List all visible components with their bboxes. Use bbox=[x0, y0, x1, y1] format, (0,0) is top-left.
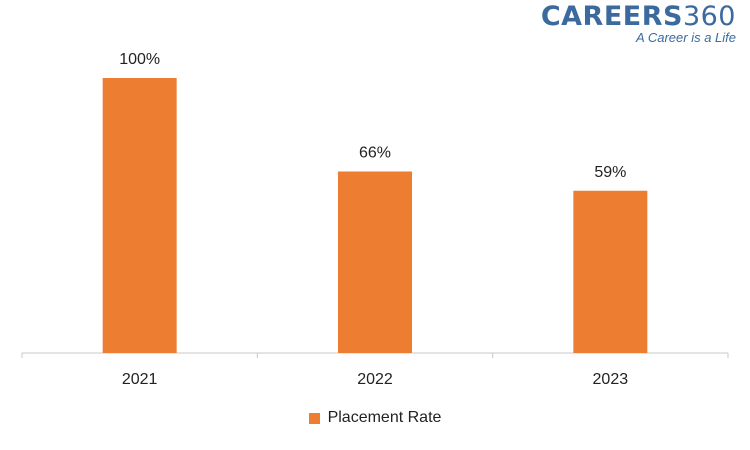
logo-wordmark: CAREERS360 bbox=[541, 2, 736, 32]
x-tick-label-2022: 2022 bbox=[357, 371, 393, 388]
bar-2021 bbox=[102, 78, 177, 353]
data-label-2022: 66% bbox=[359, 145, 391, 162]
data-label-2023: 59% bbox=[594, 164, 626, 181]
logo-tagline: A Career is a Life bbox=[636, 30, 736, 45]
chart-legend: Placement Rate bbox=[0, 409, 750, 427]
logo-number: 360 bbox=[682, 1, 736, 32]
careers360-logo: CAREERS360 A Career is a Life bbox=[541, 2, 736, 46]
x-tick-label-2023: 2023 bbox=[593, 371, 629, 388]
bar-2023 bbox=[573, 190, 648, 353]
legend-label: Placement Rate bbox=[327, 409, 442, 426]
data-label-2021: 100% bbox=[119, 51, 160, 68]
x-tick-label-2021: 2021 bbox=[122, 371, 158, 388]
legend-swatch bbox=[308, 412, 320, 424]
logo-letters: CAREERS bbox=[540, 1, 683, 32]
bar-2022 bbox=[338, 171, 412, 353]
